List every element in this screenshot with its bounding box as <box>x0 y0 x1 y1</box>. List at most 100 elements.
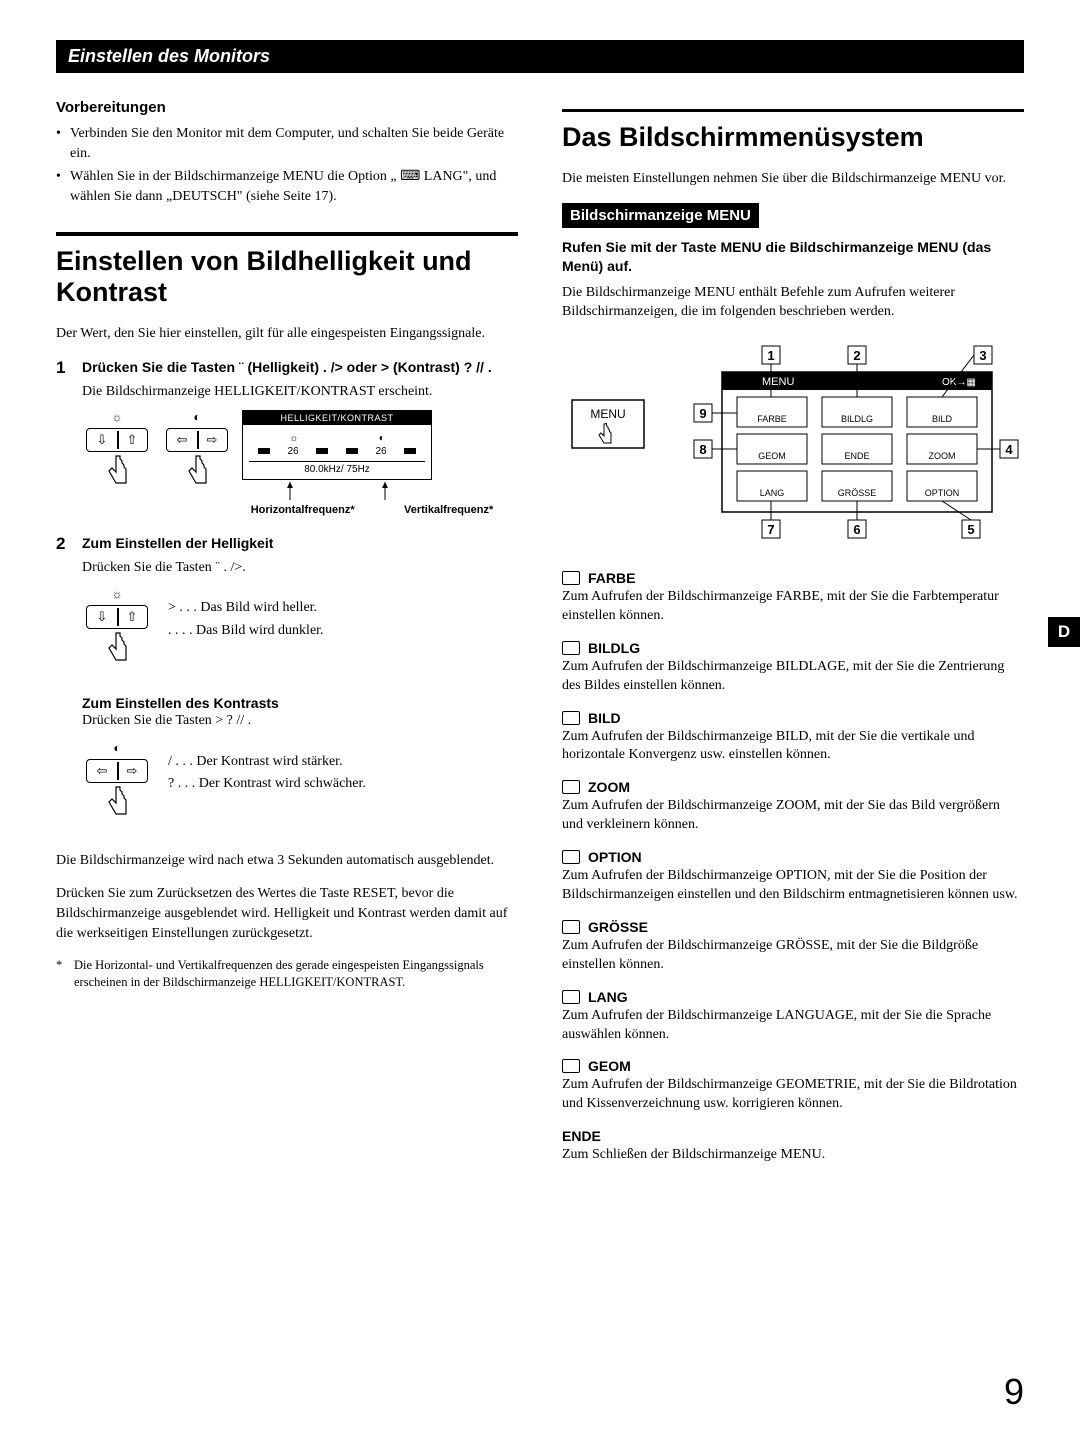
menu-item-geom: GEOM Zum Aufrufen der Bildschirmanzeige … <box>562 1058 1024 1114</box>
right-heading: Das Bildschirmmenüsystem <box>562 122 1024 153</box>
item-body: Zum Aufrufen der Bildschirmanzeige LANGU… <box>562 1007 1024 1045</box>
svg-text:5: 5 <box>967 522 974 537</box>
svg-text:1: 1 <box>767 348 774 363</box>
language-tab: D <box>1048 617 1080 647</box>
item-title: GRÖSSE <box>588 919 648 935</box>
svg-text:9: 9 <box>699 406 706 421</box>
svg-text:FARBE: FARBE <box>757 414 787 424</box>
item-title: FARBE <box>588 570 635 586</box>
menu-item-farbe: FARBE Zum Aufrufen der Bildschirmanzeige… <box>562 570 1024 626</box>
section-header: Einstellen des Monitors <box>56 40 1024 73</box>
svg-text:2: 2 <box>853 348 860 363</box>
prep-list: Verbinden Sie den Monitor mit dem Comput… <box>56 124 518 206</box>
footnote-text: Die Horizontal- und Vertikalfrequenzen d… <box>74 957 518 991</box>
item-title: BILDLG <box>588 640 640 656</box>
step-1: 1 Drücken Sie die Tasten ¨ (Helligkeit) … <box>56 358 518 378</box>
step1-title: Drücken Sie die Tasten ¨ (Helligkeit) . … <box>82 358 492 378</box>
osd-freq: 80.0kHz/ 75Hz <box>249 461 425 475</box>
menu-item-bildlg: BILDLG Zum Aufrufen der Bildschirmanzeig… <box>562 640 1024 696</box>
svg-text:3: 3 <box>979 348 986 363</box>
rule <box>562 109 1024 112</box>
brighter-text: > . . . Das Bild wird heller. <box>168 597 324 619</box>
zoom-icon <box>562 780 580 794</box>
item-title: LANG <box>588 989 628 1005</box>
item-body: Zum Aufrufen der Bildschirmanzeige ZOOM,… <box>562 797 1024 835</box>
menu-item-bild: BILD Zum Aufrufen der Bildschirmanzeige … <box>562 710 1024 766</box>
h-freq-label: Horizontalfrequenz* <box>251 504 355 516</box>
svg-text:8: 8 <box>699 442 706 457</box>
prep-item: Verbinden Sie den Monitor mit dem Comput… <box>56 124 518 163</box>
grosse-icon <box>562 920 580 934</box>
prep-title: Vorbereitungen <box>56 99 518 116</box>
item-body: Zum Aufrufen der Bildschirmanzeige GEOME… <box>562 1076 1024 1114</box>
step2-body: Drücken Sie die Tasten ¨ . />. <box>82 558 518 578</box>
brightness-adjust-row: ☼ ⇩⇧ > . . . Das Bild wird heller. . . .… <box>82 587 518 677</box>
menu-item-lang: LANG Zum Aufrufen der Bildschirmanzeige … <box>562 989 1024 1045</box>
brightness-rocker-icon: ☼ ⇩⇧ <box>82 410 152 500</box>
item-title: ENDE <box>562 1128 601 1144</box>
svg-text:OK→▦: OK→▦ <box>942 377 976 388</box>
option-icon <box>562 850 580 864</box>
menu-btn-label: MENU <box>590 407 625 421</box>
osd-title: HELLIGKEIT/KONTRAST <box>243 411 431 425</box>
svg-text:BILDLG: BILDLG <box>841 414 873 424</box>
geom-icon <box>562 1059 580 1073</box>
item-body: Zum Aufrufen der Bildschirmanzeige FARBE… <box>562 588 1024 626</box>
right-column: Das Bildschirmmenüsystem Die meisten Ein… <box>562 99 1024 1165</box>
left-column: Vorbereitungen Verbinden Sie den Monitor… <box>56 99 518 1165</box>
svg-text:4: 4 <box>1005 442 1013 457</box>
lang-icon <box>562 990 580 1004</box>
item-body: Zum Schließen der Bildschirmanzeige MENU… <box>562 1146 1024 1165</box>
rule <box>56 232 518 236</box>
item-title: OPTION <box>588 849 642 865</box>
v-freq-label: Vertikalfrequenz* <box>404 504 493 516</box>
bild-icon <box>562 711 580 725</box>
item-title: BILD <box>588 710 621 726</box>
osd-preview: HELLIGKEIT/KONTRAST ☼◐ 26 26 80.0kHz/ 75… <box>242 410 432 506</box>
right-intro: Die meisten Einstellungen nehmen Sie übe… <box>562 169 1024 189</box>
svg-text:OPTION: OPTION <box>925 488 960 498</box>
footnote: * Die Horizontal- und Vertikalfrequenzen… <box>56 957 518 991</box>
contrast-rocker-icon: ◐ ⇦⇨ <box>82 741 152 831</box>
two-column-layout: Vorbereitungen Verbinden Sie den Monitor… <box>56 99 1024 1165</box>
contrast-up-text: / . . . Der Kontrast wird stärker. <box>168 751 366 773</box>
prep-item: Wählen Sie in der Bildschirmanzeige MENU… <box>56 167 518 206</box>
farbe-icon <box>562 571 580 585</box>
item-body: Zum Aufrufen der Bildschirmanzeige GRÖSS… <box>562 937 1024 975</box>
step-2: 2 Zum Einstellen der Helligkeit <box>56 534 518 554</box>
menu-instruction-body: Die Bildschirmanzeige MENU enthält Befeh… <box>562 283 1024 322</box>
sub-bar: Bildschirmanzeige MENU <box>562 203 759 228</box>
step-number: 2 <box>56 534 72 554</box>
darker-text: . . . . Das Bild wird dunkler. <box>168 620 324 642</box>
svg-text:ENDE: ENDE <box>844 451 869 461</box>
step2-title: Zum Einstellen der Helligkeit <box>82 534 273 554</box>
svg-text:ZOOM: ZOOM <box>929 451 956 461</box>
svg-text:6: 6 <box>853 522 860 537</box>
svg-text:GEOM: GEOM <box>758 451 786 461</box>
item-body: Zum Aufrufen der Bildschirmanzeige OPTIO… <box>562 867 1024 905</box>
item-body: Zum Aufrufen der Bildschirmanzeige BILD,… <box>562 728 1024 766</box>
osd-val-1: 26 <box>287 446 298 457</box>
contrast-title: Zum Einstellen des Kontrasts <box>82 695 518 711</box>
menu-instruction: Rufen Sie mit der Taste MENU die Bildsch… <box>562 238 1024 277</box>
brightness-rocker-icon: ☼ ⇩⇧ <box>82 587 152 677</box>
item-title: ZOOM <box>588 779 630 795</box>
left-heading: Einstellen von Bildhelligkeit und Kontra… <box>56 246 518 308</box>
auto-off-text: Die Bildschirmanzeige wird nach etwa 3 S… <box>56 851 518 871</box>
page-number: 9 <box>1004 1371 1024 1413</box>
step1-body: Die Bildschirmanzeige HELLIGKEIT/KONTRAS… <box>82 382 518 402</box>
menu-diagram: MENU MENU OK→▦ FARBE BILDLG BILD GEOM EN… <box>562 342 1024 542</box>
step-number: 1 <box>56 358 72 378</box>
item-title: GEOM <box>588 1058 631 1074</box>
svg-text:MENU: MENU <box>762 376 794 388</box>
contrast-down-text: ? . . . Der Kontrast wird schwächer. <box>168 773 366 795</box>
bildlg-icon <box>562 641 580 655</box>
svg-text:BILD: BILD <box>932 414 953 424</box>
contrast-rocker-icon: ◐ ⇦⇨ <box>162 410 232 500</box>
contrast-body: Drücken Sie die Tasten > ? // . <box>82 711 518 731</box>
svg-text:LANG: LANG <box>760 488 785 498</box>
menu-item-zoom: ZOOM Zum Aufrufen der Bildschirmanzeige … <box>562 779 1024 835</box>
rocker-diagram-row: ☼ ⇩⇧ ◐ ⇦⇨ HELLIGKEIT/KONTRAST ☼◐ 26 26 <box>82 410 518 506</box>
menu-item-ende: ENDE Zum Schließen der Bildschirmanzeige… <box>562 1128 1024 1165</box>
left-intro: Der Wert, den Sie hier einstellen, gilt … <box>56 324 518 344</box>
